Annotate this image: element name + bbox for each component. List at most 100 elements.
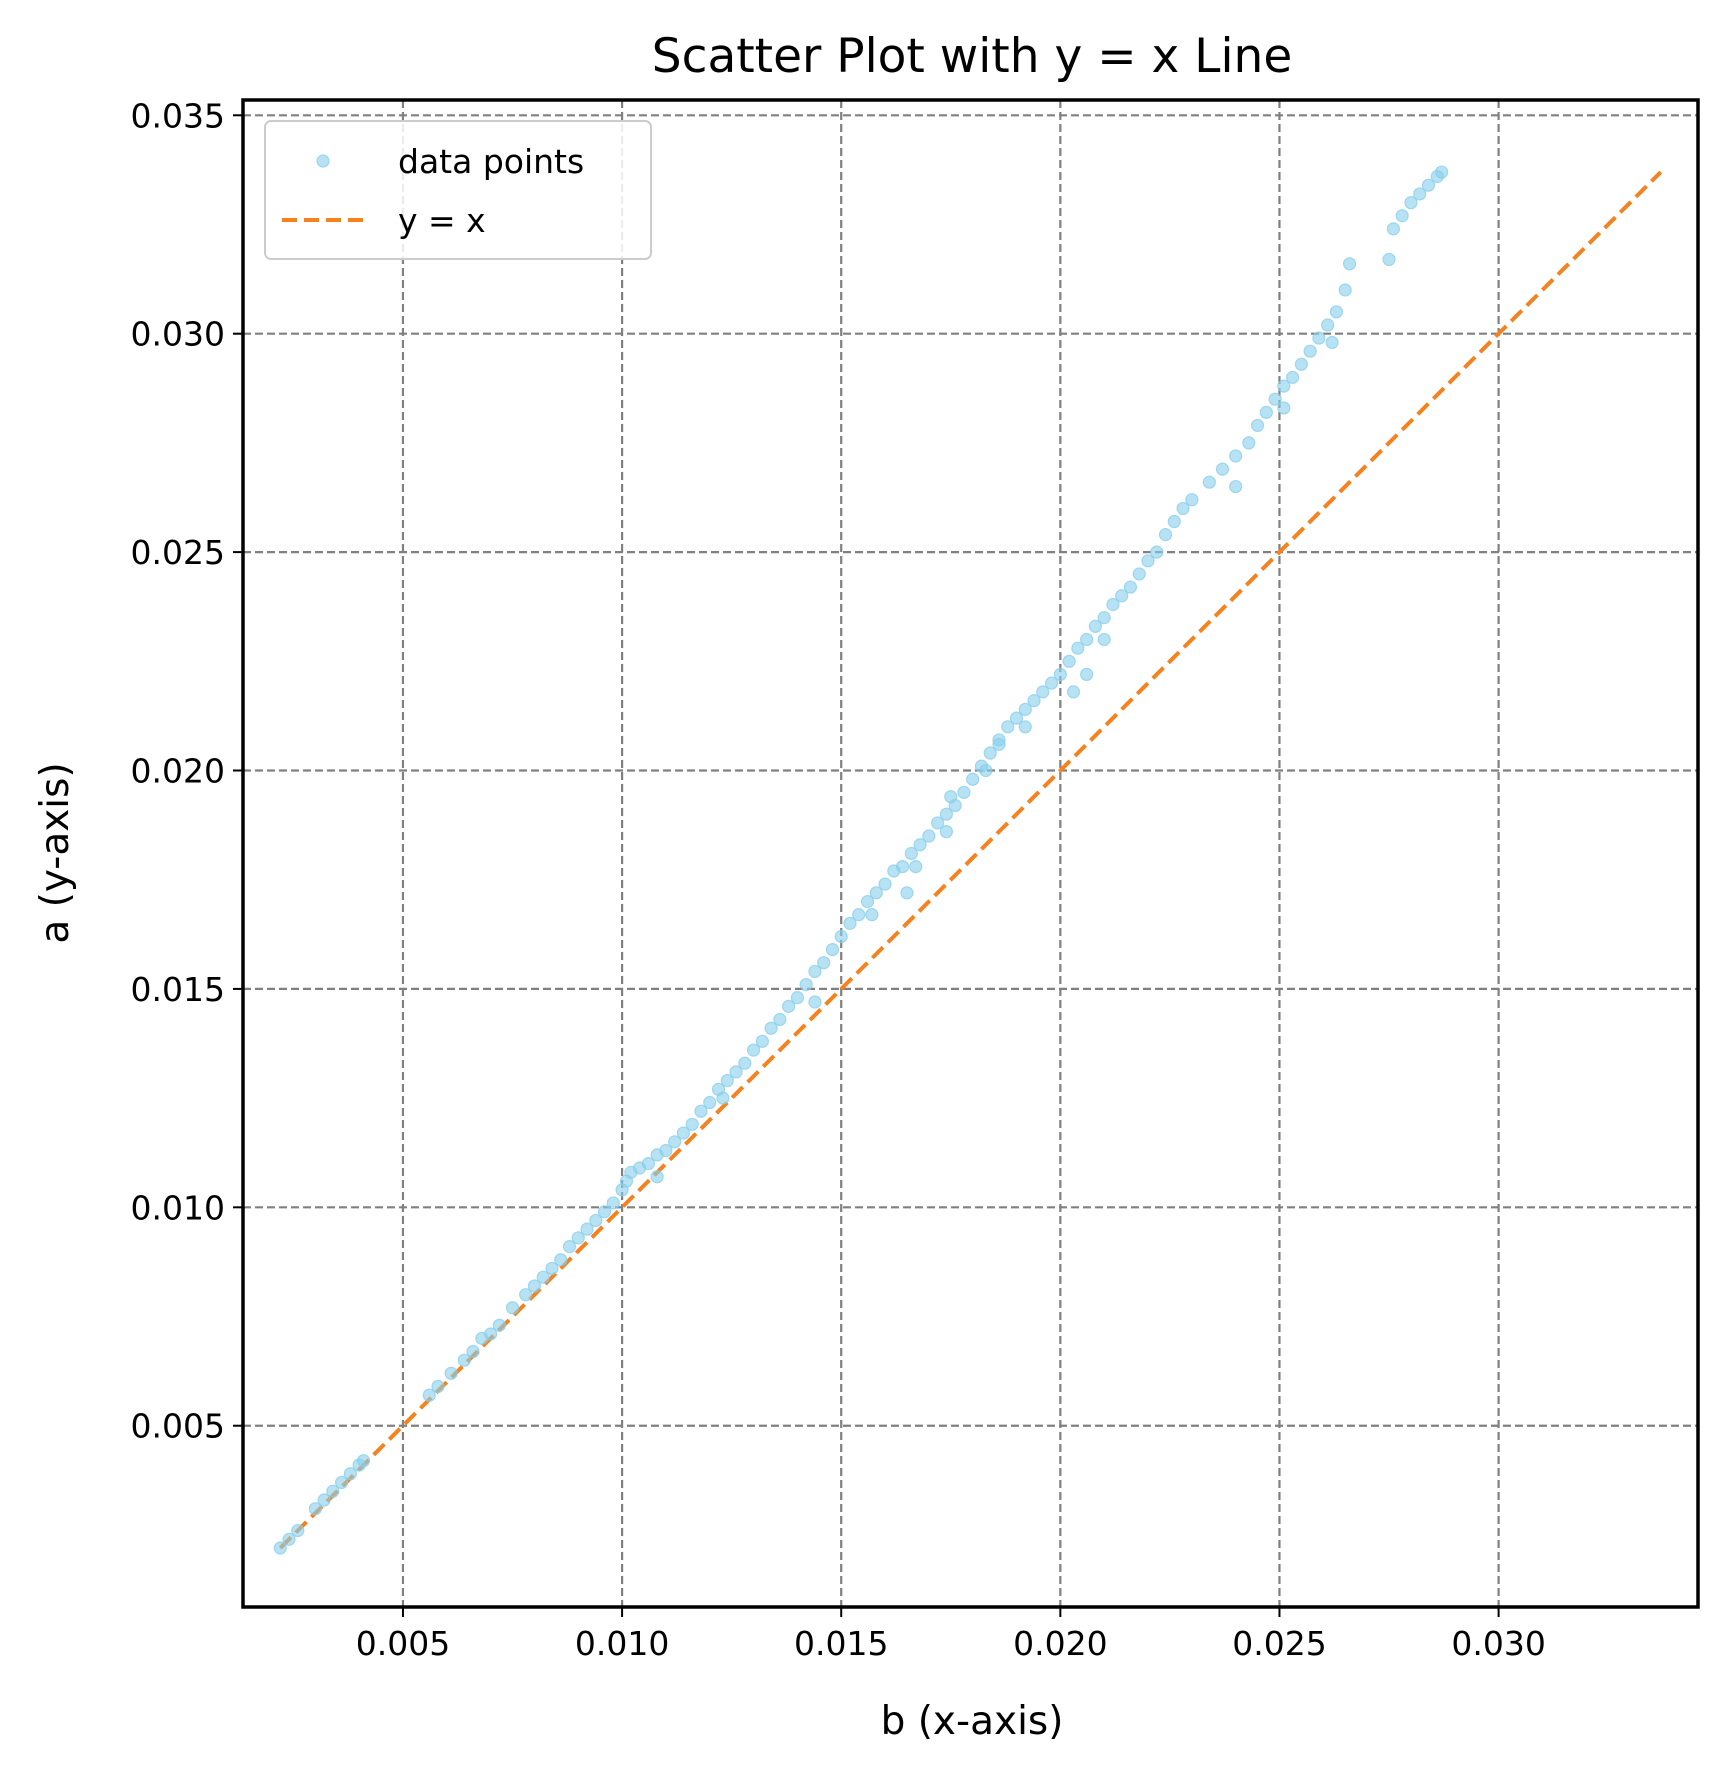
data-point xyxy=(457,1353,471,1367)
data-point xyxy=(746,1043,761,1057)
x-tick-label: 0.020 xyxy=(1013,1624,1107,1663)
data-point xyxy=(580,1222,594,1236)
data-point xyxy=(869,886,883,900)
data-point xyxy=(1001,720,1015,734)
y-tick-label: 0.030 xyxy=(131,315,225,354)
data-point xyxy=(1286,370,1300,384)
data-point xyxy=(1158,528,1173,542)
data-point xyxy=(1115,589,1129,603)
data-point xyxy=(738,1056,752,1070)
legend: data points y = x xyxy=(264,120,652,260)
y-tick-label: 0.035 xyxy=(131,96,225,135)
data-point xyxy=(1421,178,1436,192)
data-point xyxy=(1215,462,1230,476)
data-point xyxy=(282,1532,296,1546)
data-point xyxy=(545,1261,559,1276)
data-point xyxy=(1132,567,1146,581)
data-point xyxy=(817,956,831,970)
data-point xyxy=(931,816,945,830)
grid-lines xyxy=(243,100,1698,1607)
data-point xyxy=(782,999,796,1013)
data-point xyxy=(536,1270,550,1284)
data-point xyxy=(1036,685,1050,699)
data-point xyxy=(317,1493,331,1507)
data-point xyxy=(1250,418,1265,433)
data-point xyxy=(694,1104,708,1118)
data-point xyxy=(422,1388,436,1402)
data-point xyxy=(1395,209,1409,223)
data-point xyxy=(1176,501,1190,516)
data-point xyxy=(492,1318,506,1332)
y-axis-label: a (y-axis) xyxy=(33,762,78,943)
data-point xyxy=(650,1170,664,1184)
data-point xyxy=(1277,379,1291,393)
data-point xyxy=(571,1231,585,1245)
data-point xyxy=(1202,475,1216,489)
data-point xyxy=(1097,632,1111,647)
scatter-points xyxy=(273,165,1449,1555)
data-point xyxy=(597,1205,612,1219)
y-tick-label: 0.010 xyxy=(131,1188,225,1227)
data-point xyxy=(326,1484,340,1498)
data-point xyxy=(825,942,840,957)
data-point xyxy=(729,1065,743,1079)
data-point xyxy=(1027,694,1041,708)
data-point xyxy=(878,877,892,891)
data-point xyxy=(641,1157,655,1171)
data-point xyxy=(1088,619,1103,633)
data-point xyxy=(356,1454,371,1468)
data-point xyxy=(444,1366,458,1380)
legend-marker-data-points xyxy=(316,154,330,168)
x-tick-label: 0.030 xyxy=(1451,1624,1545,1663)
data-point xyxy=(1303,344,1317,358)
data-point xyxy=(554,1253,568,1267)
x-tick-label: 0.005 xyxy=(356,1624,450,1663)
legend-label-reference-line: y = x xyxy=(398,201,486,240)
data-point xyxy=(1229,449,1243,463)
data-point xyxy=(343,1467,357,1481)
data-point xyxy=(1404,196,1418,210)
data-point xyxy=(1141,554,1155,568)
data-point xyxy=(922,829,936,843)
data-point xyxy=(843,916,857,930)
data-point xyxy=(676,1126,691,1140)
data-point xyxy=(720,1074,734,1088)
data-point xyxy=(659,1143,673,1158)
data-point xyxy=(834,929,848,944)
data-point xyxy=(1321,318,1335,332)
data-point xyxy=(773,1012,787,1027)
data-point xyxy=(527,1279,542,1293)
data-point xyxy=(1229,479,1243,494)
x-tick-label: 0.010 xyxy=(575,1624,669,1663)
data-point xyxy=(685,1117,699,1131)
data-point xyxy=(1382,252,1396,267)
data-point xyxy=(939,807,953,821)
data-point xyxy=(1053,667,1067,682)
data-point xyxy=(1242,436,1256,450)
data-point xyxy=(895,860,910,874)
data-point xyxy=(1071,641,1085,655)
legend-box xyxy=(264,120,652,260)
data-point xyxy=(1167,514,1181,529)
data-point xyxy=(505,1301,520,1315)
data-point xyxy=(808,995,822,1009)
data-point xyxy=(589,1213,603,1228)
data-point xyxy=(703,1095,717,1110)
data-point xyxy=(904,846,918,861)
y-tick-label: 0.015 xyxy=(131,970,225,1009)
data-point xyxy=(466,1344,480,1359)
y-tick-label: 0.020 xyxy=(131,752,225,791)
data-point xyxy=(1259,405,1273,419)
data-point xyxy=(291,1523,305,1538)
data-point xyxy=(431,1379,445,1394)
data-point xyxy=(1018,720,1032,734)
data-point xyxy=(1329,305,1344,319)
data-point xyxy=(308,1502,322,1516)
data-point xyxy=(1312,331,1326,345)
data-point xyxy=(1044,676,1059,690)
data-point xyxy=(1413,187,1427,201)
data-point xyxy=(273,1541,287,1555)
data-point xyxy=(1018,702,1032,716)
y-tick-label: 0.025 xyxy=(131,533,225,572)
data-point xyxy=(1080,632,1094,647)
